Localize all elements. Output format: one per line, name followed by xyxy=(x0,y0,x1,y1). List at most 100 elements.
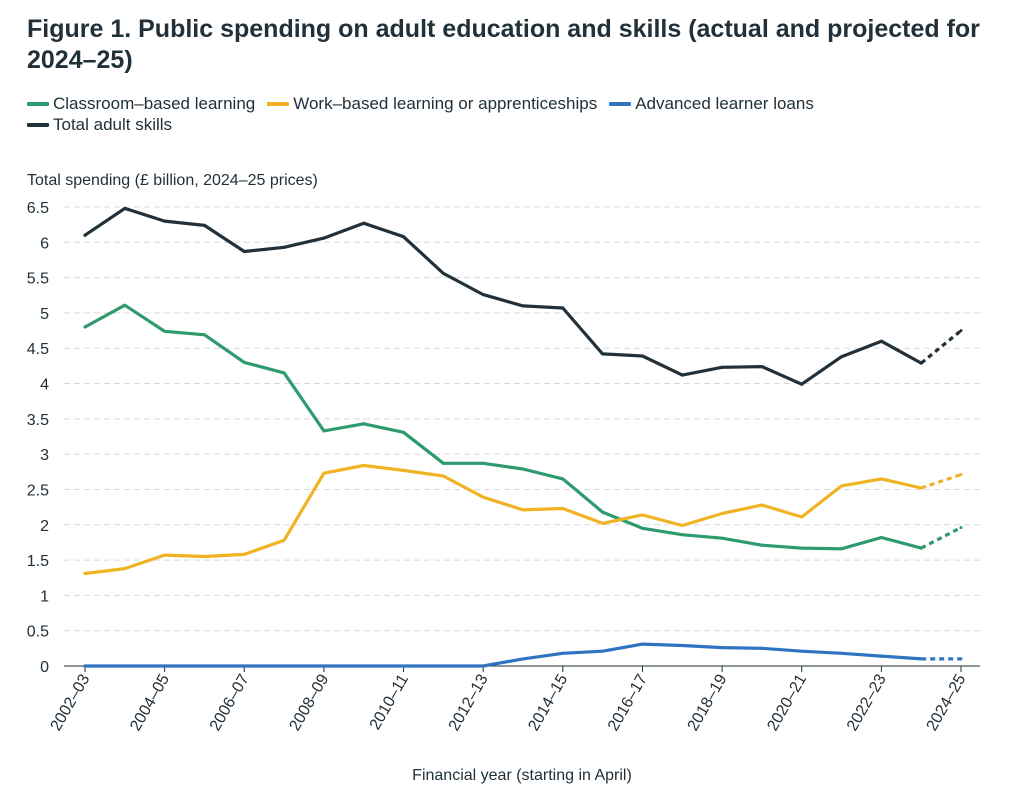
data-point-total-adult-skills xyxy=(800,382,804,386)
data-point-work-based-learning-or-apprenticeships xyxy=(720,512,724,515)
legend-swatch-work-based xyxy=(267,101,290,106)
y-tick-label: 6 xyxy=(40,235,49,252)
data-point-work-based-learning-or-apprenticeships xyxy=(919,486,923,490)
data-point-advanced-learner-loans xyxy=(83,664,87,668)
data-point-total-adult-skills xyxy=(641,354,644,358)
data-point-advanced-learner-loans xyxy=(760,646,764,650)
data-point-total-adult-skills xyxy=(322,236,326,240)
data-point-total-adult-skills xyxy=(123,206,127,210)
data-point-advanced-learner-loans xyxy=(402,664,405,668)
data-point-advanced-learner-loans xyxy=(561,651,565,655)
data-point-work-based-learning-or-apprenticeships xyxy=(840,484,843,488)
gridlines xyxy=(64,206,980,667)
data-point-advanced-learner-loans xyxy=(919,657,923,661)
x-tick-label: 2018–19 xyxy=(685,671,731,734)
data-point-classroom-based-learning xyxy=(680,533,684,537)
data-point-classroom-based-learning xyxy=(879,536,883,539)
y-axis-ticks: 0 0.5 1 1.5 2 2.5 3 3.5 4 4.5 5 5.5 6 6.5 xyxy=(27,200,49,676)
data-point-total-adult-skills xyxy=(163,219,167,223)
legend-swatch-classroom xyxy=(27,101,49,106)
legend-row-2: Total adult skills xyxy=(27,114,987,135)
data-point-classroom-based-learning xyxy=(840,547,843,551)
data-point-work-based-learning-or-apprenticeships xyxy=(83,572,87,575)
data-point-classroom-based-learning xyxy=(641,526,644,530)
legend-item-total: Total adult skills xyxy=(27,115,172,135)
data-point-advanced-learner-loans xyxy=(203,664,206,668)
data-point-advanced-learner-loans xyxy=(720,646,724,650)
data-point-work-based-learning-or-apprenticeships xyxy=(800,515,804,519)
x-tick-label: 2024–25 xyxy=(924,671,970,734)
series-projection-work-based-learning-or-apprenticeships xyxy=(920,473,962,490)
data-point-work-based-learning-or-apprenticeships xyxy=(601,521,605,525)
data-point-classroom-based-learning xyxy=(760,543,764,547)
series-line-work-based-learning-or-apprenticeships xyxy=(83,463,923,576)
data-point-total-adult-skills xyxy=(561,306,565,310)
data-point-advanced-learner-loans xyxy=(800,649,804,653)
data-point-work-based-learning-or-apprenticeships xyxy=(879,477,883,481)
data-point-classroom-based-learning xyxy=(163,329,167,333)
data-point-work-based-learning-or-apprenticeships xyxy=(561,507,565,510)
data-point-advanced-learner-loans xyxy=(163,664,167,668)
chart-title: Figure 1. Public spending on adult educa… xyxy=(27,15,980,74)
y-tick-label: 3 xyxy=(40,447,49,464)
data-point-advanced-learner-loans xyxy=(481,664,485,668)
y-tick-label: 0 xyxy=(40,659,49,676)
data-point-classroom-based-learning xyxy=(601,510,605,514)
data-point-classroom-based-learning xyxy=(242,360,246,364)
data-point-total-adult-skills xyxy=(840,355,843,359)
data-point-work-based-learning-or-apprenticeships xyxy=(481,495,485,499)
x-tick-label: 2010–11 xyxy=(367,671,412,733)
y-tick-label: 3.5 xyxy=(27,412,49,429)
data-point-total-adult-skills xyxy=(680,373,684,377)
data-point-total-adult-skills xyxy=(919,361,923,365)
legend-label-total: Total adult skills xyxy=(53,114,173,134)
legend-swatch-loans xyxy=(609,101,632,106)
data-point-classroom-based-learning xyxy=(282,371,286,375)
data-point-total-adult-skills xyxy=(879,339,883,343)
data-point-total-adult-skills xyxy=(481,293,485,297)
data-point-classroom-based-learning xyxy=(322,429,326,433)
x-axis-title: Financial year (starting in April) xyxy=(412,767,632,784)
data-point-total-adult-skills xyxy=(242,250,246,253)
data-point-advanced-learner-loans xyxy=(123,664,127,668)
data-point-classroom-based-learning xyxy=(83,325,87,329)
data-point-classroom-based-learning xyxy=(203,333,206,337)
legend-row-1: Classroom–based learning Work–based lear… xyxy=(27,93,987,114)
series-line-total-adult-skills xyxy=(83,206,923,386)
data-point-total-adult-skills xyxy=(203,223,206,227)
data-point-classroom-based-learning xyxy=(362,422,366,426)
data-point-work-based-learning-or-apprenticeships xyxy=(441,474,445,478)
legend: Classroom–based learning Work–based lear… xyxy=(27,93,987,135)
data-point-work-based-learning-or-apprenticeships xyxy=(402,468,405,472)
data-point-classroom-based-learning xyxy=(800,546,804,550)
data-point-work-based-learning-or-apprenticeships xyxy=(362,464,366,467)
data-point-work-based-learning-or-apprenticeships xyxy=(760,503,764,507)
legend-item-work-based: Work–based learning or apprenticeships xyxy=(267,94,597,114)
data-point-advanced-learner-loans xyxy=(641,642,644,646)
legend-swatch-total xyxy=(27,122,49,127)
x-tick-label: 2020–21 xyxy=(764,671,810,734)
y-tick-label: 5.5 xyxy=(27,271,49,288)
data-point-total-adult-skills xyxy=(402,235,405,239)
data-point-work-based-learning-or-apprenticeships xyxy=(163,553,167,557)
data-point-classroom-based-learning xyxy=(959,526,963,530)
x-axis-ticks: 2002–03 2004–05 2006–07 2008–09 2010–11 2012–… xyxy=(48,666,970,734)
y-tick-label: 5 xyxy=(40,306,49,323)
y-tick-label: 4 xyxy=(40,377,49,394)
data-point-work-based-learning-or-apprenticeships xyxy=(959,473,963,477)
series-projection-classroom-based-learning xyxy=(920,526,962,550)
legend-item-classroom: Classroom–based learning xyxy=(27,94,255,114)
y-tick-label: 0.5 xyxy=(27,624,49,641)
data-point-total-adult-skills xyxy=(720,365,724,369)
legend-label-loans: Advanced learner loans xyxy=(635,93,814,113)
data-point-total-adult-skills xyxy=(441,271,445,275)
x-tick-label: 2022–23 xyxy=(844,671,890,734)
data-point-classroom-based-learning xyxy=(441,461,445,465)
data-point-advanced-learner-loans xyxy=(362,664,366,668)
legend-label-work-based: Work–based learning or apprenticeships xyxy=(293,93,598,113)
data-point-classroom-based-learning xyxy=(123,303,127,307)
data-point-classroom-based-learning xyxy=(919,546,923,550)
y-axis-title: Total spending (£ billion, 2024–25 price… xyxy=(27,172,318,189)
y-tick-label: 1 xyxy=(40,588,49,605)
